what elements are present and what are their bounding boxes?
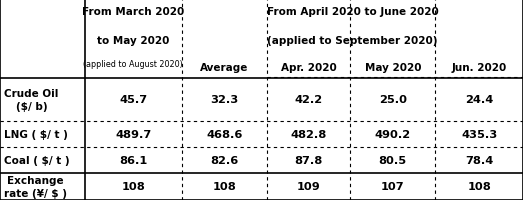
Text: 468.6: 468.6 xyxy=(206,129,243,139)
Text: 87.8: 87.8 xyxy=(294,155,323,165)
Text: Coal ( $/ t ): Coal ( $/ t ) xyxy=(4,155,70,165)
Text: 108: 108 xyxy=(121,182,145,191)
Text: (applied to August 2020): (applied to August 2020) xyxy=(84,60,183,69)
Text: Jun. 2020: Jun. 2020 xyxy=(451,63,507,73)
Text: 32.3: 32.3 xyxy=(210,95,238,105)
Text: 108: 108 xyxy=(467,182,491,191)
Text: May 2020: May 2020 xyxy=(365,63,421,73)
Text: Average: Average xyxy=(200,63,248,73)
Text: 489.7: 489.7 xyxy=(115,129,152,139)
Text: 482.8: 482.8 xyxy=(290,129,327,139)
Text: Apr. 2020: Apr. 2020 xyxy=(281,63,336,73)
Text: 490.2: 490.2 xyxy=(374,129,411,139)
Text: 45.7: 45.7 xyxy=(119,95,147,105)
Text: 86.1: 86.1 xyxy=(119,155,147,165)
Text: 435.3: 435.3 xyxy=(461,129,497,139)
Text: 78.4: 78.4 xyxy=(465,155,493,165)
Text: From April 2020 to June 2020: From April 2020 to June 2020 xyxy=(267,7,438,17)
Text: 80.5: 80.5 xyxy=(379,155,407,165)
Text: (applied to September 2020): (applied to September 2020) xyxy=(267,36,438,46)
Text: to May 2020: to May 2020 xyxy=(97,36,169,46)
Text: 24.4: 24.4 xyxy=(465,95,493,105)
Text: Crude Oil
($/ b): Crude Oil ($/ b) xyxy=(4,89,59,111)
Text: From March 2020: From March 2020 xyxy=(82,7,185,17)
Text: LNG ( $/ t ): LNG ( $/ t ) xyxy=(4,129,68,139)
Text: 25.0: 25.0 xyxy=(379,95,407,105)
Text: 82.6: 82.6 xyxy=(210,155,238,165)
Text: Exchange
rate (¥/ $ ): Exchange rate (¥/ $ ) xyxy=(4,175,67,198)
Text: 108: 108 xyxy=(212,182,236,191)
Text: 109: 109 xyxy=(297,182,321,191)
Text: 107: 107 xyxy=(381,182,405,191)
Text: 42.2: 42.2 xyxy=(294,95,323,105)
